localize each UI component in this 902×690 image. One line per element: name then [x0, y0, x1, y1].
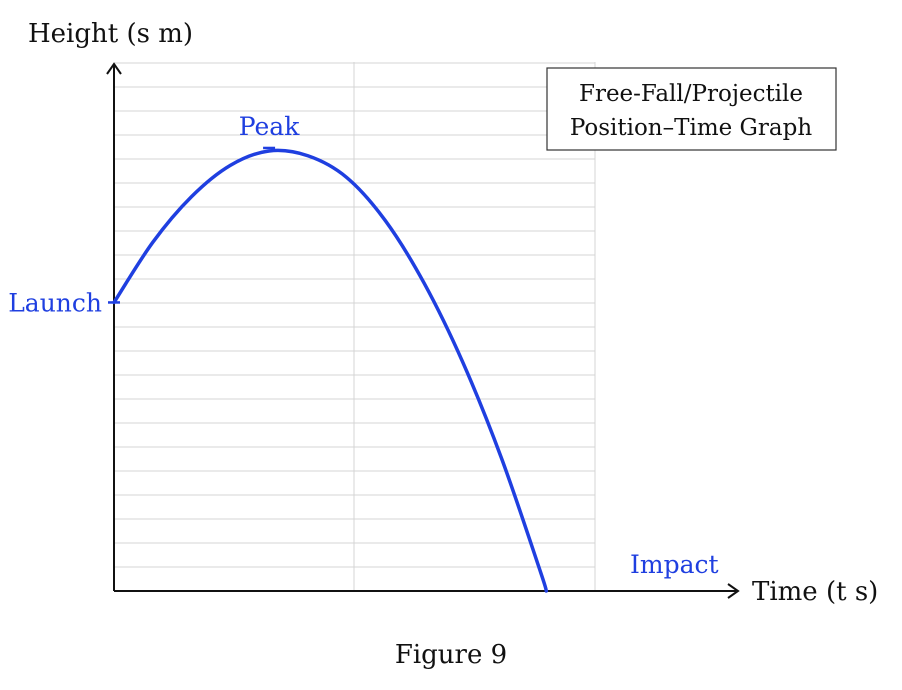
- x-axis-label: Time (t s): [752, 577, 878, 607]
- chart-title-box: Free-Fall/Projectile Position–Time Graph: [546, 67, 837, 151]
- axes: [106, 62, 740, 599]
- annotation-layer: Launch Peak Impact: [8, 112, 718, 579]
- series-layer: [112, 148, 549, 593]
- position-curve: [112, 148, 549, 593]
- x-axis-arrowhead: [727, 583, 740, 599]
- y-axis-label: Height (s m): [28, 19, 193, 49]
- y-axis-arrowhead: [106, 62, 122, 75]
- chart-title-line-2: Position–Time Graph: [570, 115, 813, 141]
- launch-label: Launch: [8, 288, 102, 317]
- peak-label: Peak: [239, 112, 300, 141]
- impact-label: Impact: [630, 550, 719, 579]
- figure-caption: Figure 9: [394, 640, 508, 670]
- chart-title-frame: [546, 67, 837, 151]
- chart-title-line-1: Free-Fall/Projectile: [579, 81, 803, 107]
- grid: [114, 62, 596, 591]
